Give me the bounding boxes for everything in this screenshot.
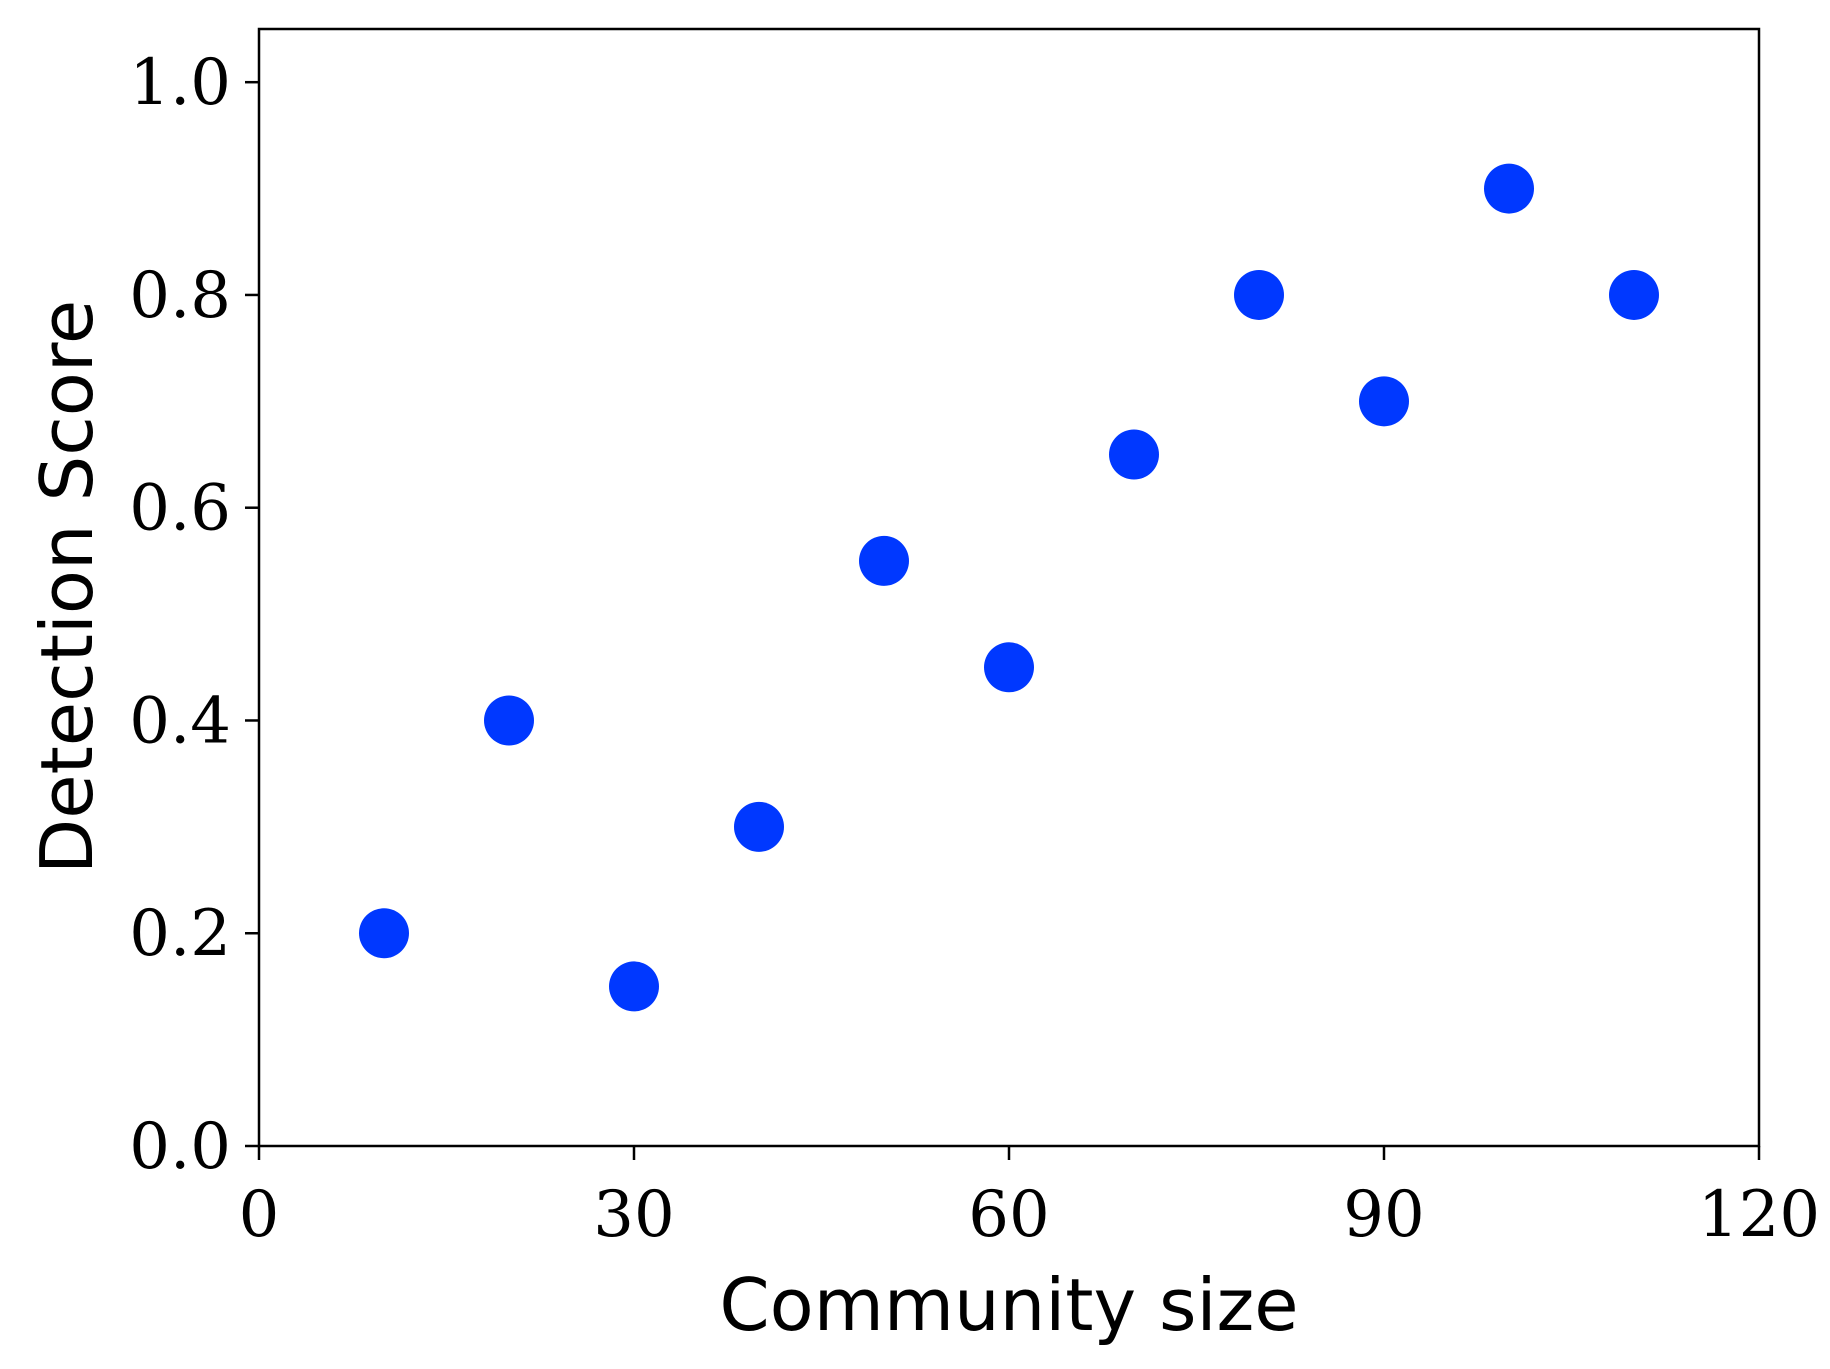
scatter-point xyxy=(984,642,1034,693)
scatter-point xyxy=(1109,429,1159,480)
x-axis-label: Community size xyxy=(719,1263,1298,1347)
scatter-point xyxy=(1234,269,1284,320)
x-tick-label: 60 xyxy=(968,1178,1049,1252)
x-tick-label: 0 xyxy=(239,1178,280,1252)
scatter-point xyxy=(859,535,909,586)
x-axis-ticks: 0 30 60 90 120 xyxy=(239,1146,1820,1252)
y-tick-label: 0.2 xyxy=(129,897,231,971)
scatter-point xyxy=(734,801,784,852)
y-axis-label: Detection Score xyxy=(25,300,109,874)
x-tick-label: 30 xyxy=(593,1178,674,1252)
scatter-point xyxy=(484,695,534,746)
y-tick-label: 0.6 xyxy=(129,472,231,546)
scatter-point xyxy=(359,908,409,959)
data-points xyxy=(359,163,1659,1012)
y-axis-ticks: 0.0 0.2 0.4 0.6 0.8 1.0 xyxy=(129,46,259,1184)
scatter-point xyxy=(609,961,659,1012)
y-tick-label: 0.8 xyxy=(129,259,231,333)
y-tick-label: 0.0 xyxy=(129,1110,231,1184)
scatter-point xyxy=(1359,376,1409,427)
y-tick-label: 0.4 xyxy=(129,684,231,758)
scatter-point xyxy=(1484,163,1534,214)
plot-frame xyxy=(257,27,1761,1148)
x-tick-label: 120 xyxy=(1698,1178,1820,1252)
y-tick-label: 1.0 xyxy=(129,46,231,120)
x-tick-label: 90 xyxy=(1343,1178,1424,1252)
scatter-point xyxy=(1609,269,1659,320)
